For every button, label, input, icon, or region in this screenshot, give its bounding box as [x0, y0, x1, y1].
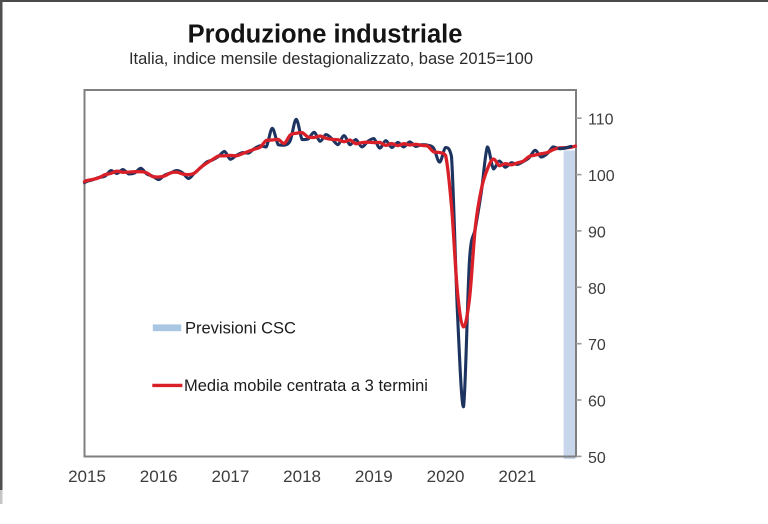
- svg-text:100: 100: [588, 168, 615, 185]
- svg-text:60: 60: [588, 394, 606, 411]
- svg-text:Produzione industriale: Produzione industriale: [188, 21, 463, 49]
- svg-text:90: 90: [588, 224, 606, 241]
- svg-text:2015: 2015: [68, 467, 106, 486]
- svg-text:70: 70: [588, 337, 606, 354]
- svg-text:Italia, indice mensile destagi: Italia, indice mensile destagionalizzato…: [129, 50, 533, 68]
- svg-text:80: 80: [588, 281, 606, 298]
- svg-text:110: 110: [588, 112, 614, 129]
- svg-text:Previsioni CSC: Previsioni CSC: [185, 320, 296, 338]
- svg-text:2016: 2016: [140, 467, 178, 486]
- svg-text:2020: 2020: [427, 467, 465, 486]
- svg-text:Media mobile centrata a 3 term: Media mobile centrata a 3 termini: [184, 377, 428, 395]
- svg-text:2017: 2017: [211, 467, 249, 486]
- svg-text:2018: 2018: [283, 467, 321, 486]
- svg-text:2021: 2021: [498, 467, 536, 486]
- svg-text:2019: 2019: [355, 467, 393, 486]
- svg-text:50: 50: [588, 450, 606, 467]
